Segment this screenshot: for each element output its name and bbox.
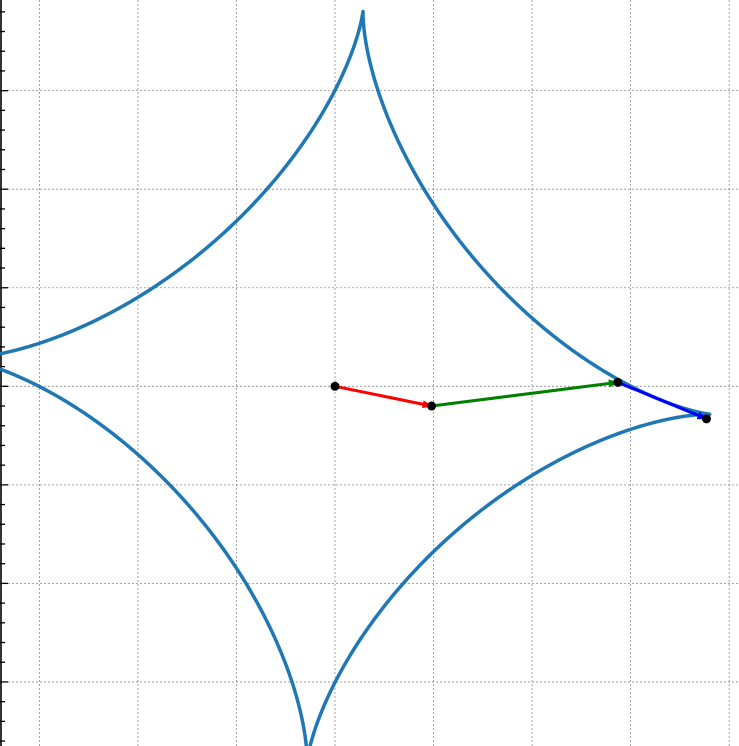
curve-series	[0, 9, 712, 746]
data-point	[701, 414, 711, 424]
data-point	[613, 377, 623, 387]
y-axis	[0, 0, 8, 746]
data-point	[330, 381, 340, 391]
vector-arrow	[334, 384, 433, 409]
vector-arrow	[617, 380, 708, 421]
vectors	[334, 379, 708, 421]
data-point	[427, 401, 437, 411]
vector-arrow	[431, 379, 619, 408]
series-line	[0, 9, 712, 746]
points	[330, 377, 711, 424]
